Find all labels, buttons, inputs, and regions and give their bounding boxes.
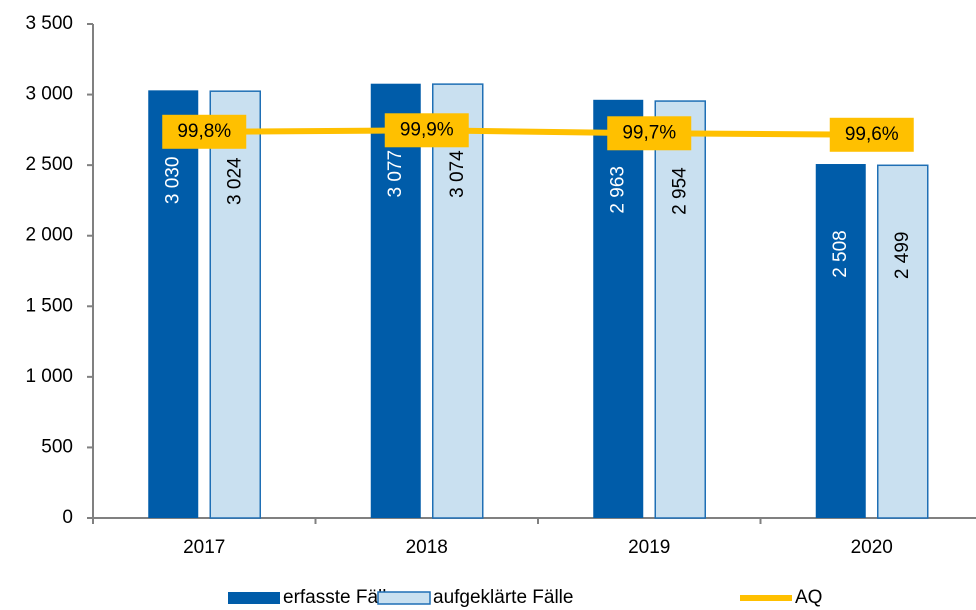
bar [148, 90, 199, 518]
aq-label-box [384, 113, 469, 148]
legend-label: erfasste Fälle [283, 587, 397, 608]
bar-value-label: 2 508 [830, 230, 851, 278]
y-tick-label: 0 [62, 507, 73, 528]
bar [370, 83, 421, 518]
x-tick-label: 2017 [183, 537, 225, 558]
aq-label-box [829, 117, 914, 152]
bar [432, 83, 484, 519]
bar-value-label: 2 499 [892, 232, 913, 280]
y-tick-label: 3 500 [25, 13, 73, 34]
bar-value-label: 2 963 [607, 166, 628, 214]
aq-line [204, 127, 872, 138]
legend-swatch [228, 592, 280, 604]
legend-label: aufgeklärte Fälle [433, 587, 573, 608]
aq-value-label: 99,9% [400, 119, 454, 140]
aq-label-box [607, 116, 692, 151]
aq-value-label: 99,7% [622, 122, 676, 143]
legend-label: AQ [795, 587, 822, 608]
bar-value-label: 3 030 [162, 157, 183, 205]
bar-value-label: 3 024 [224, 157, 245, 205]
bar [654, 100, 706, 519]
x-tick-label: 2018 [406, 537, 448, 558]
x-tick-label: 2019 [628, 537, 670, 558]
bar [209, 90, 261, 519]
legend-swatch [377, 591, 431, 605]
bar [815, 164, 866, 518]
aq-value-label: 99,6% [845, 124, 899, 145]
bar [593, 99, 644, 519]
y-tick-label: 3 000 [25, 84, 73, 105]
y-tick-label: 1 500 [25, 295, 73, 316]
bar-value-label: 3 077 [385, 150, 406, 198]
y-tick-label: 1 000 [25, 366, 73, 387]
y-tick-label: 500 [41, 436, 73, 457]
y-tick-label: 2 000 [25, 225, 73, 246]
x-tick-label: 2020 [851, 537, 893, 558]
bar-value-label: 2 954 [669, 167, 690, 215]
aq-value-label: 99,8% [177, 121, 231, 142]
aq-label-box [162, 114, 247, 149]
y-tick-label: 2 500 [25, 154, 73, 175]
bar-value-label: 3 074 [447, 150, 468, 198]
bar [877, 164, 929, 519]
